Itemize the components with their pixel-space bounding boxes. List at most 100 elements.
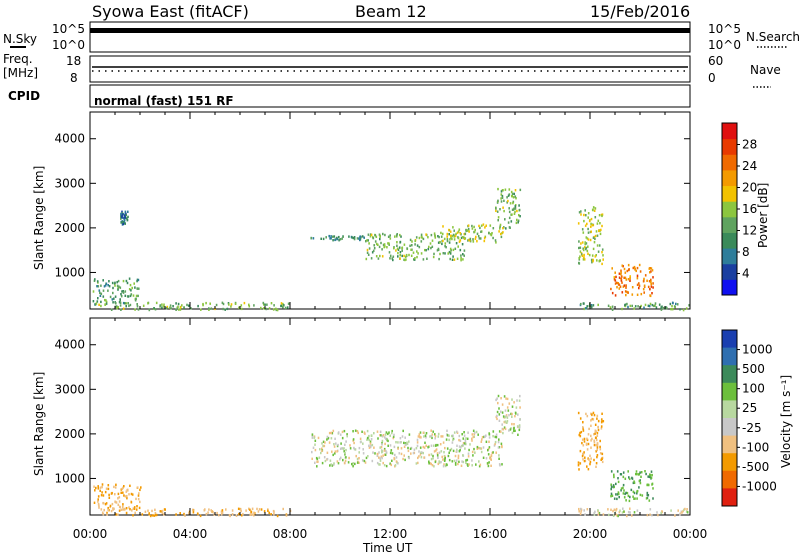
- echo-cell: [110, 308, 113, 311]
- echo-cell: [326, 451, 329, 454]
- echo-cell: [458, 228, 461, 231]
- echo-cell: [685, 307, 688, 310]
- echo-cell: [333, 462, 335, 465]
- echo-cell: [453, 258, 456, 261]
- echo-cell: [579, 417, 582, 420]
- echo-cell: [129, 508, 131, 511]
- echo-cell: [646, 279, 648, 282]
- echo-cell: [489, 456, 491, 459]
- echo-cell: [105, 487, 108, 490]
- echo-cell: [336, 450, 339, 453]
- echo-cell: [153, 307, 155, 310]
- echo-cell: [339, 458, 341, 461]
- echo-cell: [338, 239, 340, 242]
- echo-cell: [382, 454, 384, 457]
- echo-cell: [341, 237, 343, 240]
- echo-cell: [582, 247, 584, 250]
- echo-cell: [165, 307, 168, 310]
- echo-cell: [431, 239, 434, 242]
- echo-cell: [636, 274, 639, 277]
- echo-cell: [590, 304, 593, 307]
- echo-cell: [172, 305, 174, 308]
- echo-cell: [409, 244, 411, 247]
- echo-cell: [122, 491, 124, 494]
- echo-cell: [330, 235, 332, 238]
- echo-cell: [583, 459, 586, 463]
- echo-cell: [378, 463, 380, 466]
- echo-cell: [105, 502, 108, 505]
- echo-cell: [392, 255, 395, 258]
- echo-cell: [449, 252, 452, 255]
- echo-cell: [506, 421, 508, 424]
- echo-cell: [397, 255, 399, 258]
- echo-cell: [595, 438, 598, 442]
- echo-cell: [396, 244, 398, 247]
- echo-cell: [643, 291, 645, 294]
- echo-cell: [599, 222, 601, 225]
- colorbar-swatch: [722, 169, 737, 187]
- echo-cell: [519, 406, 521, 409]
- echo-cell: [651, 292, 653, 295]
- echo-cell: [425, 432, 428, 435]
- echo-cell: [610, 470, 613, 473]
- echo-cell: [359, 238, 361, 242]
- echo-cell: [337, 462, 340, 465]
- echo-cell: [639, 481, 642, 485]
- echo-cell: [473, 447, 475, 451]
- echo-cell: [466, 229, 468, 232]
- echo-cell: [629, 277, 631, 280]
- echo-cell: [644, 470, 646, 473]
- echo-cell: [398, 246, 401, 249]
- echo-cell: [504, 420, 507, 423]
- echo-cell: [477, 433, 479, 436]
- echo-cell: [122, 301, 125, 305]
- echo-cell: [417, 435, 420, 438]
- echo-cell: [597, 419, 600, 423]
- echo-cell: [583, 302, 585, 305]
- cpid-label: CPID: [8, 89, 40, 103]
- echo-cell: [584, 456, 586, 459]
- echo-cell: [389, 451, 392, 455]
- echo-cell: [451, 237, 453, 241]
- echo-cell: [636, 473, 638, 476]
- echo-cell: [617, 492, 620, 495]
- echo-cell: [504, 188, 507, 191]
- echo-cell: [637, 305, 639, 308]
- echo-cell: [429, 242, 432, 245]
- echo-cell: [457, 236, 460, 240]
- echo-cell: [391, 431, 393, 435]
- echo-cell: [460, 446, 462, 449]
- echo-cell: [237, 507, 240, 510]
- echo-cell: [323, 456, 326, 459]
- echo-cell: [248, 303, 250, 306]
- echo-cell: [508, 226, 511, 229]
- echo-cell: [384, 233, 386, 237]
- echo-cell: [579, 462, 582, 465]
- echo-cell: [380, 241, 382, 245]
- echo-cell: [388, 242, 390, 245]
- echo-cell: [636, 509, 639, 512]
- echo-cell: [126, 281, 129, 285]
- echo-cell: [587, 468, 590, 471]
- echo-cell: [590, 258, 593, 262]
- echo-cell: [513, 212, 516, 215]
- echo-cell: [113, 297, 115, 300]
- echo-cell: [586, 437, 588, 440]
- colorbar-swatch: [722, 154, 737, 171]
- beam-label: Beam 12: [355, 2, 427, 21]
- echo-cell: [579, 250, 582, 253]
- echo-cell: [220, 510, 223, 513]
- echo-cell: [316, 465, 318, 468]
- echo-cell: [112, 301, 114, 304]
- echo-cell: [381, 434, 384, 438]
- echo-cell: [361, 459, 364, 462]
- echo-cell: [507, 221, 510, 224]
- echo-cell: [215, 303, 218, 307]
- echo-cell: [610, 485, 613, 488]
- echo-cell: [474, 451, 476, 454]
- echo-cell: [669, 302, 672, 306]
- echo-cell: [463, 254, 465, 257]
- echo-cell: [473, 432, 476, 436]
- echo-cell: [611, 291, 614, 295]
- echo-cell: [591, 208, 594, 211]
